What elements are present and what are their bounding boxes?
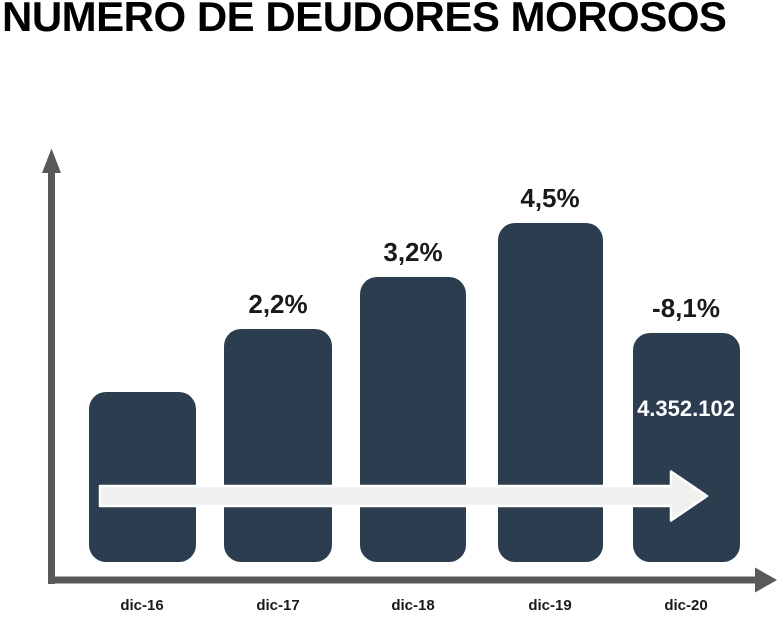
bar-value-label: 4.352.102 <box>637 396 735 421</box>
bar-dic-19 <box>497 223 603 562</box>
bar-dic-20: 4.352.102 <box>632 333 740 562</box>
y-axis-line <box>48 170 55 584</box>
pct-label-dic-17: 2,2% <box>248 289 308 319</box>
bar-dic-17 <box>224 329 332 562</box>
pct-label-dic-18: 3,2% <box>383 237 443 267</box>
x-axis-arrow-icon <box>755 567 777 593</box>
y-axis-arrow-icon <box>42 148 61 173</box>
bar-dic-18 <box>360 277 466 562</box>
x-label-dic-16: dic-16 <box>120 597 164 614</box>
x-label-dic-19: dic-19 <box>528 597 572 614</box>
x-axis-line <box>48 576 757 584</box>
chart-title: NÚMERO DE DEUDORES MOROSOS <box>2 0 727 40</box>
bar-dic-16 <box>88 392 196 562</box>
x-label-dic-17: dic-17 <box>256 597 300 614</box>
pct-label-dic-20: -8,1% <box>652 293 720 323</box>
x-label-dic-18: dic-18 <box>391 597 435 614</box>
pct-label-dic-19: 4,5% <box>520 183 580 213</box>
x-label-dic-20: dic-20 <box>664 597 708 614</box>
